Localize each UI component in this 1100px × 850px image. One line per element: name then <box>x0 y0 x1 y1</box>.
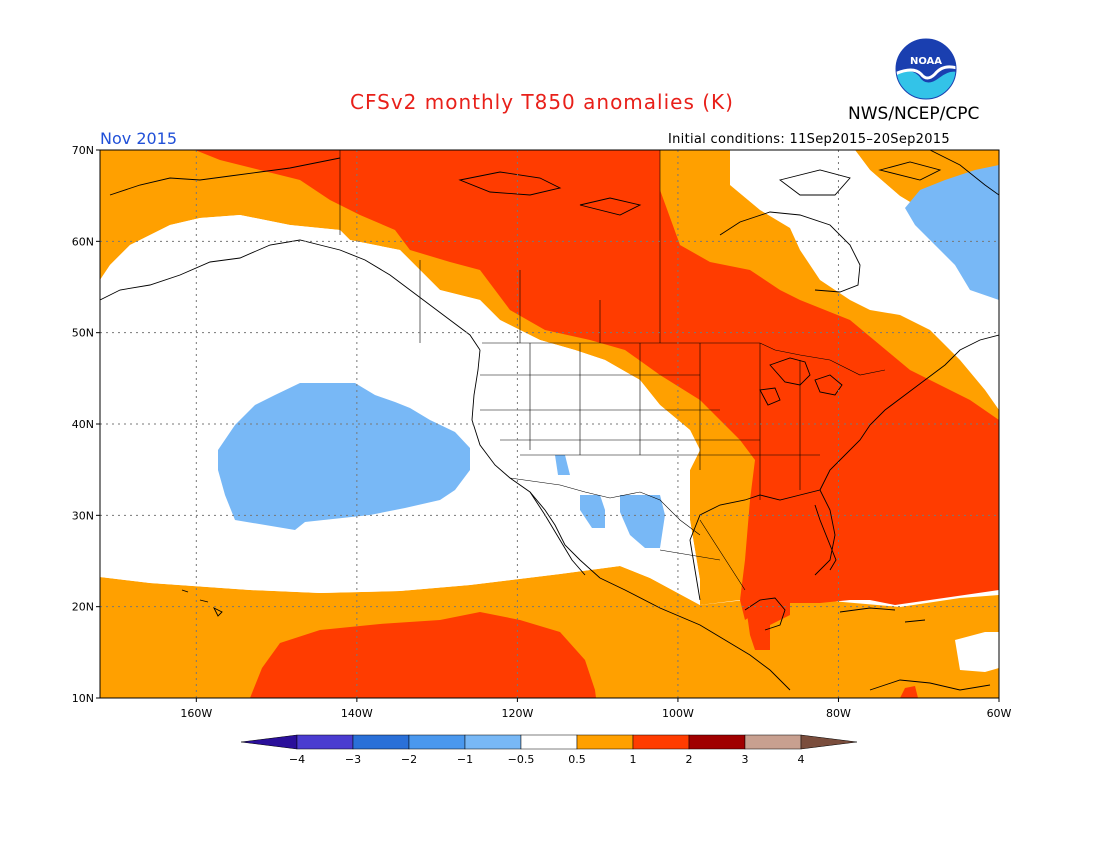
colorbar-swatch <box>408 734 466 750</box>
colorbar-swatch <box>296 734 354 750</box>
lat-label: 40N <box>72 418 94 431</box>
longitude-labels: 160W 140W 120W 100W 80W 60W <box>180 698 1012 720</box>
colorbar-label: 1 <box>630 753 637 766</box>
colorbar-label: 2 <box>686 753 693 766</box>
lat-label: 10N <box>72 692 94 705</box>
lat-label: 60N <box>72 235 94 248</box>
political-boundaries <box>339 150 886 591</box>
colorbar-label: −1 <box>457 753 473 766</box>
lat-label: 50N <box>72 327 94 340</box>
colorbar-label: −2 <box>401 753 417 766</box>
forecast-month: Nov 2015 <box>100 129 178 148</box>
anomaly-region-east-neutral <box>955 632 999 672</box>
anomaly-region-tropics-1-2 <box>250 612 596 698</box>
anomaly-fields <box>100 150 999 698</box>
lon-label: 80W <box>826 707 851 720</box>
anomaly-region-mexico-cold-2 <box>620 495 665 548</box>
lon-label: 140W <box>341 707 373 720</box>
lon-label: 120W <box>501 707 533 720</box>
anomaly-region-central-america-1-2 <box>745 600 790 650</box>
anomaly-region-caribbean-1-2 <box>900 686 918 698</box>
chart-title: CFSv2 monthly T850 anomalies (K) <box>350 90 734 114</box>
logo-text: NOAA <box>910 56 942 67</box>
colorbar: −4 −3 −2 −1 −0.5 0.5 1 2 3 4 <box>240 734 858 766</box>
lat-label: 20N <box>72 601 94 614</box>
lat-label: 30N <box>72 509 94 522</box>
initial-conditions: Initial conditions: 11Sep2015–20Sep2015 <box>668 132 950 147</box>
colorbar-swatch <box>576 734 634 750</box>
colorbar-swatch <box>744 734 802 750</box>
anomaly-region-mexico-cold-1 <box>580 495 605 528</box>
noaa-logo: NOAA <box>895 38 957 100</box>
agency-label: NWS/NCEP/CPC <box>848 104 980 124</box>
anomaly-region-sw-us-cold <box>555 455 570 475</box>
coastlines <box>100 150 999 691</box>
colorbar-label: 4 <box>798 753 805 766</box>
colorbar-label: −0.5 <box>508 753 535 766</box>
colorbar-swatch <box>464 734 522 750</box>
anomaly-region-northeast-cold <box>905 165 999 300</box>
colorbar-label: −3 <box>345 753 361 766</box>
lon-label: 60W <box>987 707 1012 720</box>
colorbar-swatch <box>352 734 410 750</box>
colorbar-swatch <box>520 734 578 750</box>
colorbar-high-extend <box>800 734 858 750</box>
colorbar-swatch <box>688 734 746 750</box>
colorbar-label: 0.5 <box>568 753 586 766</box>
lon-label: 100W <box>662 707 694 720</box>
latitude-labels: 10N 20N 30N 40N 50N 60N 70N <box>72 144 100 705</box>
anomaly-region-pacific-cold <box>218 383 470 530</box>
colorbar-label: 3 <box>742 753 749 766</box>
anomaly-region-main-1-2 <box>195 150 999 620</box>
colorbar-label: −4 <box>289 753 305 766</box>
anomaly-region-north-0.5-1 <box>100 150 999 605</box>
graticule <box>100 150 999 698</box>
lon-label: 160W <box>180 707 212 720</box>
colorbar-low-extend <box>240 734 298 750</box>
colorbar-swatch <box>632 734 690 750</box>
lat-label: 70N <box>72 144 94 157</box>
anomaly-region-northeast-neutral <box>730 150 999 300</box>
